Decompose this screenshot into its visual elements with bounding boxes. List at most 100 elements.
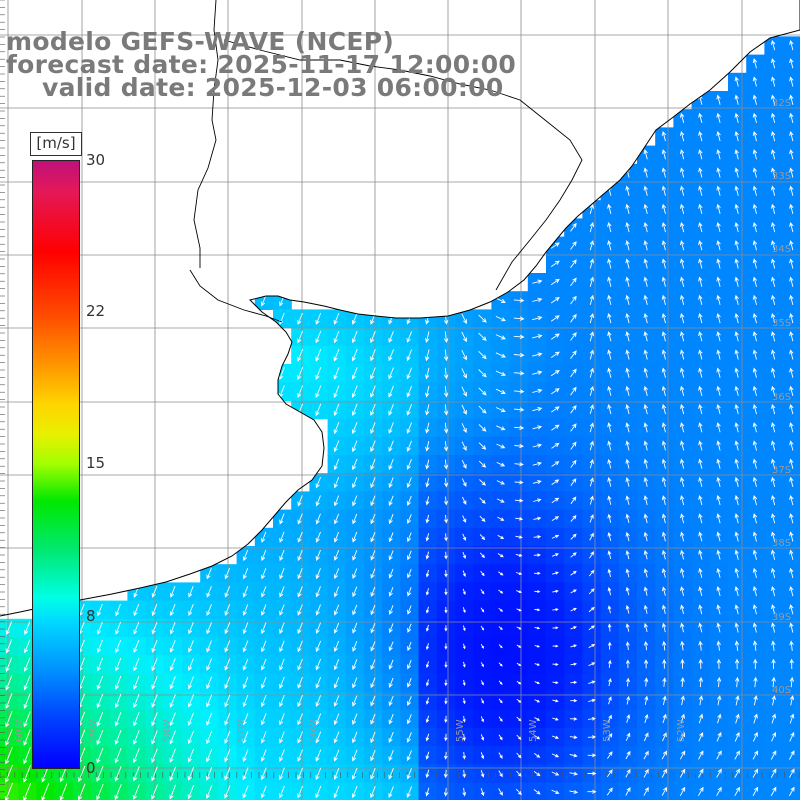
- wind-arrow: [770, 240, 776, 251]
- wind-arrow: [643, 221, 648, 233]
- wind-arrow: [351, 330, 358, 344]
- wind-arrow: [734, 203, 739, 215]
- wind-arrow: [151, 585, 158, 598]
- wind-arrow: [388, 513, 394, 525]
- wind-arrow: [698, 240, 703, 251]
- wind-arrow: [515, 553, 523, 557]
- wind-arrow: [771, 713, 777, 724]
- wind-arrow: [698, 403, 703, 415]
- wind-arrow: [388, 403, 394, 416]
- wind-arrow: [753, 695, 758, 706]
- wind-arrow: [770, 440, 776, 451]
- wind-arrow: [388, 768, 394, 780]
- wind-arrow: [679, 240, 685, 251]
- wind-arrow: [661, 312, 667, 324]
- wind-arrow: [679, 331, 685, 342]
- wind-arrow: [716, 676, 722, 688]
- wind-arrow: [589, 440, 594, 451]
- wind-arrow: [187, 694, 194, 708]
- wind-arrow: [532, 461, 542, 466]
- wind-arrow: [297, 767, 304, 781]
- wind-arrow: [588, 625, 595, 631]
- wind-arrow: [388, 422, 394, 434]
- wind-arrow: [734, 750, 740, 760]
- wind-arrow: [425, 440, 430, 452]
- wind-arrow: [734, 513, 739, 524]
- wind-arrow: [151, 694, 158, 708]
- wind-arrow: [278, 785, 285, 799]
- lon-label: 60W: [14, 719, 25, 742]
- wind-arrow: [789, 39, 794, 51]
- wind-arrow: [680, 695, 685, 706]
- wind-arrow: [370, 349, 376, 362]
- wind-arrow: [661, 622, 667, 633]
- wind-arrow: [315, 767, 322, 781]
- wind-arrow: [789, 240, 794, 251]
- wind-arrow: [478, 442, 487, 450]
- wind-arrow: [734, 604, 739, 615]
- wind-arrow: [643, 495, 648, 506]
- wind-arrow: [551, 771, 560, 776]
- wind-arrow: [315, 531, 321, 543]
- wind-arrow: [224, 730, 231, 745]
- wind-arrow: [589, 331, 595, 342]
- wind-arrow: [224, 604, 231, 617]
- wind-arrow: [114, 675, 122, 690]
- wind-arrow: [698, 713, 704, 724]
- wind-arrow: [753, 676, 758, 688]
- wind-arrow: [425, 496, 430, 506]
- wind-arrow: [550, 333, 560, 340]
- wind-arrow: [587, 771, 597, 776]
- wind-arrow: [388, 367, 394, 380]
- wind-arrow: [698, 604, 703, 615]
- wind-arrow: [607, 732, 613, 741]
- wind-arrow: [607, 458, 612, 469]
- wind-arrow: [297, 676, 303, 689]
- wind-arrow: [716, 258, 721, 269]
- wind-arrow: [495, 370, 507, 376]
- wind-arrow: [480, 788, 485, 797]
- wind-arrow: [444, 551, 448, 560]
- wind-speed-cell: [782, 218, 800, 238]
- wind-arrow: [607, 349, 612, 360]
- wind-arrow: [297, 785, 304, 799]
- wind-arrow: [532, 480, 542, 485]
- wind-arrow: [333, 677, 340, 689]
- wind-arrow: [770, 203, 776, 215]
- wind-arrow: [570, 515, 577, 522]
- wind-arrow: [480, 643, 484, 649]
- wind-arrow: [370, 749, 376, 762]
- wind-arrow: [716, 658, 722, 669]
- wind-arrow: [23, 675, 31, 691]
- wind-arrow: [315, 586, 321, 598]
- wind-arrow: [734, 258, 739, 269]
- wind-arrow: [370, 604, 376, 616]
- wind-arrow: [789, 312, 794, 324]
- wind-arrow: [516, 608, 522, 612]
- wind-arrow: [588, 606, 595, 613]
- wind-arrow: [516, 734, 522, 740]
- wind-arrow: [315, 385, 322, 399]
- wind-arrow: [734, 531, 739, 542]
- wind-arrow: [297, 713, 303, 726]
- wind-arrow: [569, 735, 578, 740]
- wind-arrow: [716, 276, 721, 287]
- wind-arrow: [607, 221, 612, 233]
- wind-arrow: [643, 331, 648, 342]
- wind-arrow: [495, 352, 507, 358]
- wind-arrow: [370, 331, 376, 344]
- wind-arrow: [552, 589, 559, 593]
- wind-arrow: [551, 497, 560, 504]
- wind-arrow: [407, 659, 412, 670]
- wind-arrow: [752, 786, 759, 797]
- wind-arrow: [534, 663, 541, 666]
- wind-arrow: [534, 608, 541, 612]
- wind-arrow: [607, 513, 612, 523]
- wind-arrow: [625, 568, 630, 578]
- wind-arrow: [443, 367, 449, 380]
- wind-arrow: [279, 549, 285, 562]
- wind-arrow: [698, 367, 703, 378]
- wind-arrow: [570, 313, 577, 323]
- wind-arrow: [315, 622, 321, 635]
